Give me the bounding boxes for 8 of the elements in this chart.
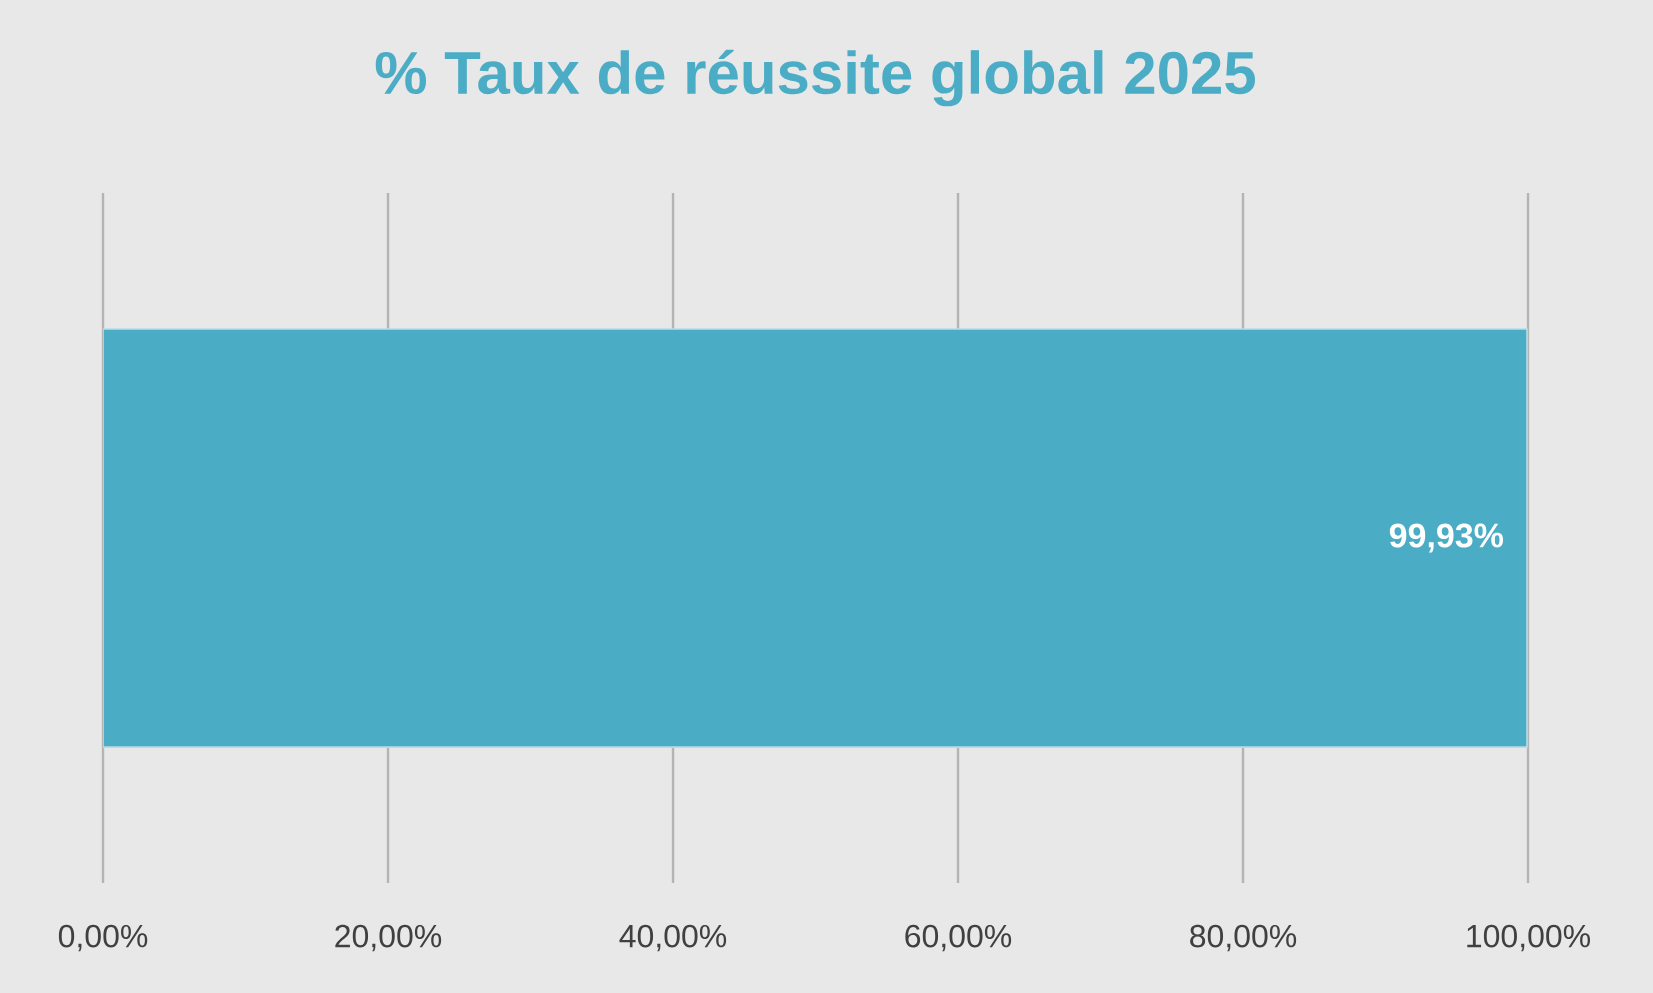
x-tick-label: 20,00%	[335, 924, 442, 952]
x-tick-label: 40,00%	[619, 924, 727, 952]
x-tick-label: 100,00%	[1467, 924, 1591, 952]
x-tick-label: 60,00%	[905, 924, 1012, 952]
data-label: 99,93%	[1389, 523, 1504, 553]
x-tick-label: 0,00%	[58, 924, 148, 952]
chart-title: % Taux de réussite global 2025	[375, 49, 1256, 107]
x-tick-label: 80,00%	[1190, 924, 1297, 952]
